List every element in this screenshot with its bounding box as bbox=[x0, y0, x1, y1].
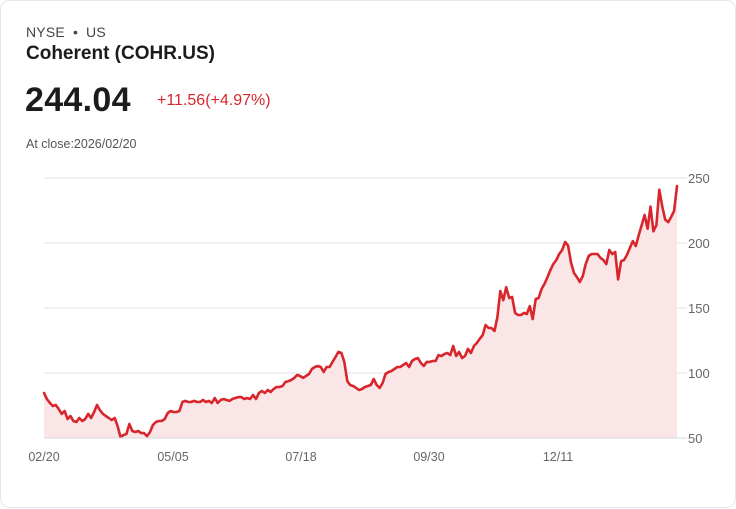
price-change: +11.56(+4.97%) bbox=[157, 92, 271, 109]
x-tick-label: 02/20 bbox=[28, 450, 59, 464]
y-tick-label: 50 bbox=[688, 431, 702, 446]
x-tick-label: 07/18 bbox=[285, 450, 316, 464]
y-tick-label: 100 bbox=[688, 366, 710, 381]
exchange-line: NYSE • US bbox=[26, 24, 106, 40]
stock-title: Coherent (COHR.US) bbox=[26, 43, 215, 64]
x-tick-label: 09/30 bbox=[413, 450, 444, 464]
region-label: US bbox=[86, 24, 106, 40]
y-axis-labels: 50 100 150 200 250 bbox=[688, 171, 710, 446]
x-tick-label: 12/11 bbox=[543, 450, 573, 464]
current-price: 244.04 bbox=[25, 81, 131, 119]
price-line[interactable] bbox=[42, 184, 679, 439]
y-tick-label: 200 bbox=[688, 236, 710, 251]
y-tick-label: 250 bbox=[688, 171, 710, 186]
separator-dot: • bbox=[72, 24, 79, 40]
x-axis-labels: 02/20 05/05 07/18 09/30 12/11 bbox=[28, 450, 573, 464]
price-area-fill bbox=[44, 186, 677, 438]
y-tick-label: 150 bbox=[688, 301, 710, 316]
close-timestamp: At close:2026/02/20 bbox=[26, 137, 137, 151]
x-tick-label: 05/05 bbox=[157, 450, 188, 464]
exchange-name: NYSE bbox=[26, 24, 65, 40]
